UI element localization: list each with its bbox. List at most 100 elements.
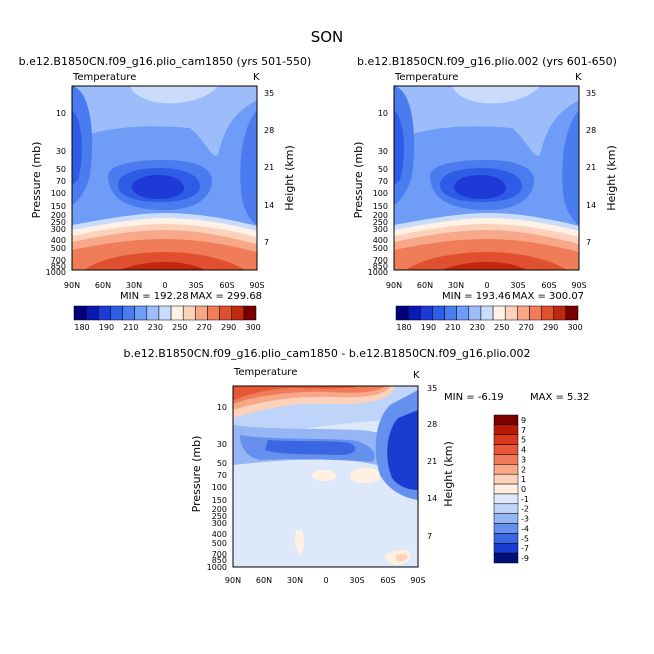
panel-diff-ytick-labels: 10 30 50 70 100 150 200 250 300 400 500 … <box>207 403 227 572</box>
panel-right-units: K <box>575 72 582 83</box>
colorbar-box <box>432 305 445 321</box>
ytick-label: 850 <box>212 556 227 565</box>
panel-right-field <box>394 86 579 270</box>
colorbar-box <box>493 444 519 455</box>
panel-left-ytick-labels: 10 30 50 70 100 150 200 250 300 400 500 … <box>46 109 66 277</box>
xtick-label: 90N <box>225 576 241 585</box>
colorbar-box <box>73 305 87 321</box>
y2tick-label: 35 <box>264 89 274 98</box>
colorbar-label: 210 <box>123 323 138 332</box>
colorbar-box <box>493 473 519 485</box>
colorbar-box <box>182 305 196 321</box>
panel-diff-y2tick-labels: 35 28 21 14 7 <box>427 384 437 541</box>
colorbar-label: -5 <box>521 534 529 543</box>
ytick-label: 150 <box>373 202 388 211</box>
colorbar-box <box>493 424 519 435</box>
colorbar-label: 1 <box>521 475 526 484</box>
y2tick-label: 21 <box>427 457 437 466</box>
panel-left-max-label: MAX = 299.68 <box>190 291 262 302</box>
colorbar-label: 290 <box>221 323 236 332</box>
ytick-label: 300 <box>51 225 66 234</box>
xtick-label: 60S <box>541 281 556 290</box>
colorbar-box <box>493 414 519 426</box>
xtick-label: 90S <box>249 281 264 290</box>
colorbar-box <box>170 305 184 321</box>
colorbar-label: 190 <box>99 323 114 332</box>
ytick-label: 30 <box>56 147 66 156</box>
ytick-label: 10 <box>378 109 388 118</box>
colorbar-box <box>98 305 111 321</box>
colorbar-box <box>504 305 518 321</box>
ytick-label: 250 <box>51 218 66 227</box>
panel-diff-units: K <box>413 370 420 381</box>
panel-right-y2label: Height (km) <box>605 145 618 211</box>
colorbar-box <box>207 305 220 321</box>
colorbar-box <box>85 305 99 321</box>
colorbar-label: 9 <box>521 416 526 425</box>
xtick-label: 90S <box>571 281 586 290</box>
colorbar-label: 7 <box>521 426 526 435</box>
colorbar-box <box>456 305 470 321</box>
colorbar-label: 190 <box>421 323 436 332</box>
colorbar-box <box>493 493 519 505</box>
ytick-label: 700 <box>212 550 227 559</box>
xtick-label: 30N <box>448 281 464 290</box>
panel-right-variable: Temperature <box>394 72 458 83</box>
colorbar-box <box>493 513 519 524</box>
ytick-label: 70 <box>217 471 227 480</box>
xtick-label: 30S <box>188 281 203 290</box>
xtick-label: 60N <box>95 281 111 290</box>
y2tick-label: 14 <box>586 201 596 210</box>
panel-left-variable: Temperature <box>72 72 136 83</box>
panel-right-ytick-labels: 10 30 50 70 100 150 200 250 300 400 500 … <box>368 109 388 277</box>
panel-right-y2tick-labels: 35 28 21 14 7 <box>586 89 596 247</box>
xtick-label: 30N <box>126 281 142 290</box>
ytick-label: 300 <box>373 225 388 234</box>
panel-diff-xtick-labels: 90N 60N 30N 0 30S 60S 90S <box>225 576 426 585</box>
ytick-label: 70 <box>56 177 66 186</box>
ytick-label: 500 <box>51 244 66 253</box>
colorbar-box <box>517 305 530 321</box>
y2tick-label: 35 <box>427 384 437 393</box>
colorbar-box <box>493 523 519 534</box>
colorbar-box <box>492 305 506 321</box>
panel-left-xtick-labels: 90N 60N 30N 0 30S 60S 90S <box>64 281 265 290</box>
y2tick-label: 21 <box>586 163 596 172</box>
ytick-label: 100 <box>212 483 227 492</box>
colorbar-label: 270 <box>519 323 534 332</box>
colorbar-box <box>395 305 409 321</box>
colorbar-box <box>480 305 494 321</box>
xtick-label: 0 <box>484 281 489 290</box>
panel-diff-ylabel: Pressure (mb) <box>190 436 203 513</box>
ytick-label: 50 <box>217 459 227 468</box>
colorbar-box <box>195 305 208 321</box>
panel-diff-title: b.e12.B1850CN.f09_g16.plio_cam1850 - b.e… <box>124 347 531 360</box>
xtick-label: 60S <box>380 576 395 585</box>
colorbar-label: -1 <box>521 495 529 504</box>
ytick-label: 250 <box>373 218 388 227</box>
colorbar-label: -2 <box>521 505 529 514</box>
colorbar-box <box>565 305 579 321</box>
panel-left: b.e12.B1850CN.f09_g16.plio_cam1850 (yrs … <box>19 55 312 332</box>
ytick-label: 850 <box>51 262 66 271</box>
colorbar-box <box>420 305 433 321</box>
colorbar-label: 230 <box>148 323 163 332</box>
y2tick-label: 28 <box>586 126 596 135</box>
ytick-label: 400 <box>373 236 388 245</box>
panel-right-title: b.e12.B1850CN.f09_g16.plio.002 (yrs 601-… <box>357 55 617 68</box>
colorbar-box <box>134 305 148 321</box>
ytick-label: 30 <box>378 147 388 156</box>
ytick-label: 1000 <box>207 563 227 572</box>
panel-left-ylabel: Pressure (mb) <box>30 142 43 219</box>
colorbar-box <box>541 305 554 321</box>
panel-left-min-label: MIN = 192.28 <box>120 291 189 302</box>
colorbar-label: 300 <box>567 323 582 332</box>
colorbar-box <box>407 305 421 321</box>
y2tick-label: 7 <box>427 532 432 541</box>
ytick-label: 100 <box>51 189 66 198</box>
colorbar-label: 2 <box>521 465 526 474</box>
colorbar-label: 290 <box>543 323 558 332</box>
panel-right-xtick-labels: 90N 60N 30N 0 30S 60S 90S <box>386 281 587 290</box>
ytick-label: 10 <box>56 109 66 118</box>
